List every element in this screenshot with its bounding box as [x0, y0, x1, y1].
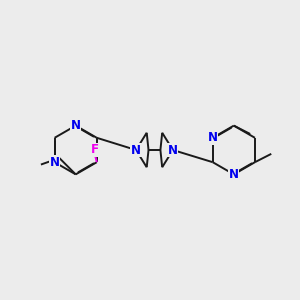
Text: N: N	[50, 156, 60, 169]
Text: N: N	[71, 119, 81, 132]
Text: F: F	[91, 143, 99, 156]
Text: N: N	[131, 143, 141, 157]
Text: N: N	[208, 131, 218, 144]
Text: N: N	[229, 168, 239, 181]
Text: N: N	[168, 143, 178, 157]
